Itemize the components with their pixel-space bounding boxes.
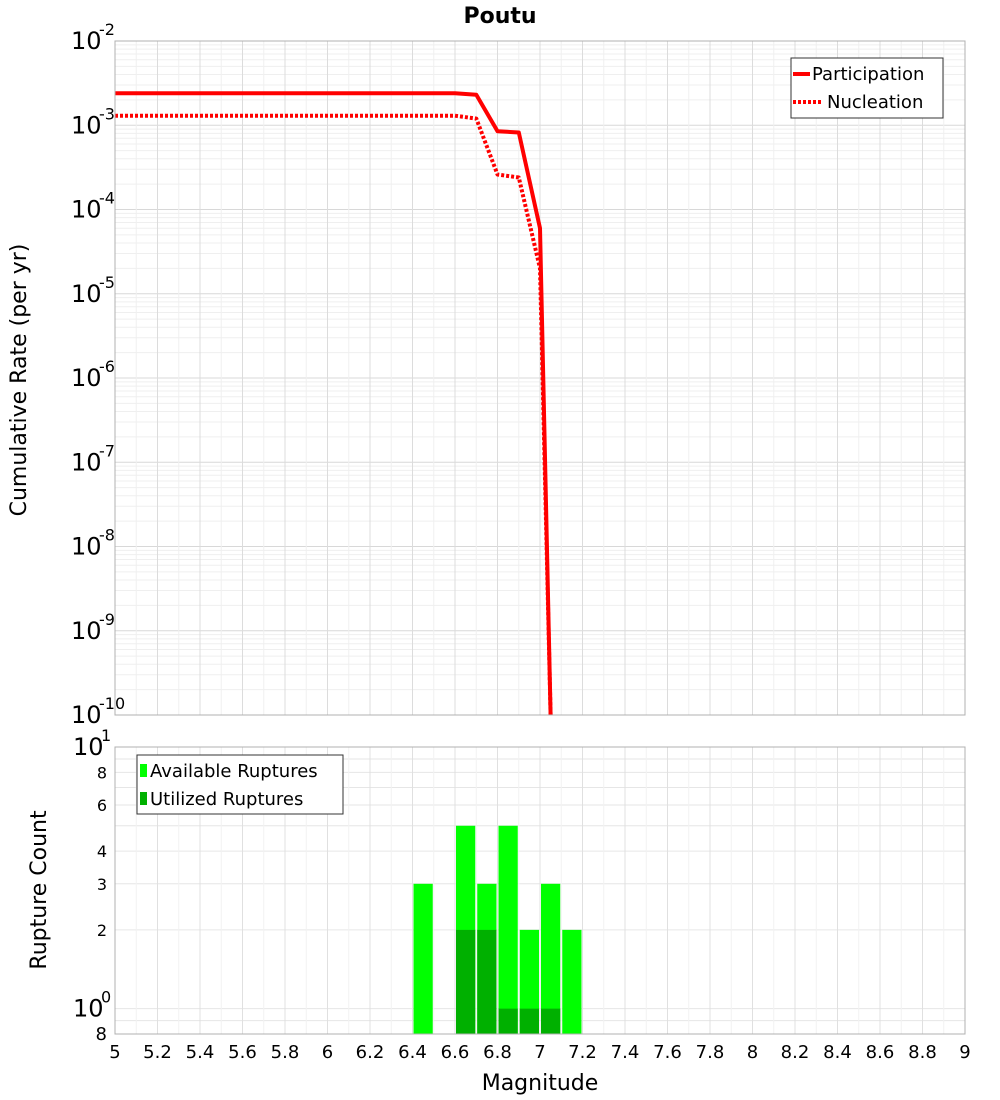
legend-label-participation: Participation (812, 64, 924, 85)
legend-label-nucleation: Nucleation (827, 92, 923, 113)
bottom-y-tick-5: 8 (96, 1024, 107, 1045)
top-y-ticks: 10-210-310-410-510-610-710-810-910-10 (71, 20, 125, 729)
top-y-tick-exponent: -2 (99, 20, 115, 39)
x-tick-5.2: 5.2 (143, 1042, 172, 1063)
x-ticks: 5 5.2 5.4 5.6 5.8 6 6.2 6.4 6.6 6.8 7 7.2 7.4 7.6 7.8 8… (109, 1042, 970, 1063)
top-y-tick-base: 10 (71, 448, 102, 476)
top-y-tick-exponent: -6 (99, 357, 115, 376)
x-tick-5.8: 5.8 (271, 1042, 300, 1063)
x-tick-7.6: 7.6 (653, 1042, 682, 1063)
x-tick-8: 8 (747, 1042, 758, 1063)
bottom-y-tick-4: 2 (97, 921, 107, 940)
available-rupture-bar-0 (413, 883, 433, 1034)
top-y-tick-2: 10-4 (71, 189, 115, 224)
x-tick-8.4: 8.4 (823, 1042, 852, 1063)
top-y-tick-exponent: -7 (99, 441, 115, 460)
top-y-tick-base: 10 (71, 196, 102, 224)
bottom-y-decade-exponent: 0 (101, 988, 111, 1007)
utilized-rupture-bar-2 (498, 1008, 518, 1034)
x-tick-6: 6 (322, 1042, 333, 1063)
top-y-tick-1: 10-3 (71, 104, 115, 139)
x-tick-8.6: 8.6 (866, 1042, 895, 1063)
available-rupture-bar-3 (498, 825, 518, 1034)
chart-title: Poutu (463, 4, 536, 29)
x-tick-9: 9 (959, 1042, 970, 1063)
rupture-legend-box (136, 754, 344, 815)
top-y-tick-base: 10 (71, 701, 102, 729)
top-y-tick-4: 10-6 (71, 357, 115, 392)
bottom-y-decade-base: 10 (73, 995, 104, 1023)
x-tick-6.4: 6.4 (398, 1042, 427, 1063)
top-grid (114, 41, 966, 716)
legend-label-available: Available Ruptures (150, 761, 318, 782)
top-y-tick-base: 10 (71, 27, 102, 55)
legend-swatch-available (140, 764, 147, 777)
top-y-tick-base: 10 (71, 617, 102, 645)
available-rupture-bar-5 (541, 883, 561, 1034)
rate-legend: Participation Nucleation (790, 57, 944, 119)
top-y-tick-exponent: -4 (99, 189, 115, 208)
top-y-tick-exponent: -3 (99, 104, 115, 123)
utilized-rupture-bar-0 (456, 929, 476, 1034)
x-tick-6.8: 6.8 (483, 1042, 512, 1063)
bottom-y-tick-0: 8 (97, 763, 107, 782)
x-tick-8.8: 8.8 (908, 1042, 937, 1063)
top-y-tick-exponent: -5 (99, 273, 115, 292)
top-y-tick-0: 10-2 (71, 20, 115, 55)
x-tick-5.4: 5.4 (186, 1042, 215, 1063)
x-tick-7: 7 (534, 1042, 545, 1063)
utilized-rupture-bar-4 (541, 1008, 561, 1034)
x-tick-6.6: 6.6 (441, 1042, 470, 1063)
bottom-y-decade-base: 10 (73, 733, 104, 761)
nucleation-line (115, 113, 553, 715)
x-tick-5: 5 (109, 1042, 120, 1063)
x-tick-7.8: 7.8 (696, 1042, 725, 1063)
available-rupture-bar-4 (519, 929, 539, 1034)
rate-lines (115, 91, 553, 715)
x-axis-label: Magnitude (482, 1071, 599, 1096)
top-y-tick-6: 10-8 (71, 526, 115, 561)
top-y-tick-base: 10 (71, 364, 102, 392)
utilized-rupture-bar-3 (519, 1008, 539, 1034)
participation-line (115, 91, 553, 715)
x-tick-6.2: 6.2 (356, 1042, 385, 1063)
top-y-tick-exponent: -8 (99, 526, 115, 545)
x-tick-5.6: 5.6 (228, 1042, 257, 1063)
top-plot-frame (114, 40, 966, 716)
top-y-tick-base: 10 (71, 280, 102, 308)
bottom-y-tick-3: 3 (97, 875, 107, 894)
top-y-tick-7: 10-9 (71, 610, 115, 645)
top-y-tick-exponent: -10 (99, 694, 125, 713)
top-y-tick-3: 10-5 (71, 273, 115, 308)
legend-label-utilized: Utilized Ruptures (150, 789, 303, 810)
bottom-y-tick-2: 4 (97, 842, 107, 861)
bottom-y-decade-1: 100 (73, 988, 111, 1023)
x-tick-8.2: 8.2 (781, 1042, 810, 1063)
utilized-rupture-bar-1 (477, 929, 497, 1034)
top-y-tick-base: 10 (71, 533, 102, 561)
bottom-plot-frame (114, 746, 966, 1035)
bottom-y-decade-0: 101 (73, 726, 111, 761)
legend-swatch-utilized (140, 792, 147, 805)
top-y-axis-label: Cumulative Rate (per yr) (7, 244, 32, 517)
rupture-legend: Available Ruptures Utilized Ruptures (136, 754, 344, 815)
x-tick-7.2: 7.2 (568, 1042, 597, 1063)
top-y-tick-8: 10-10 (71, 694, 125, 729)
bottom-y-decade-exponent: 1 (101, 726, 111, 745)
rate-legend-box (790, 57, 944, 119)
bottom-y-axis-label: Rupture Count (27, 810, 52, 970)
bottom-y-tick-1: 6 (97, 796, 107, 815)
histogram-bars (413, 825, 582, 1034)
top-y-tick-exponent: -9 (99, 610, 115, 629)
top-y-tick-base: 10 (71, 111, 102, 139)
top-y-tick-5: 10-7 (71, 441, 115, 476)
x-tick-7.4: 7.4 (611, 1042, 640, 1063)
available-rupture-bar-6 (562, 929, 582, 1034)
